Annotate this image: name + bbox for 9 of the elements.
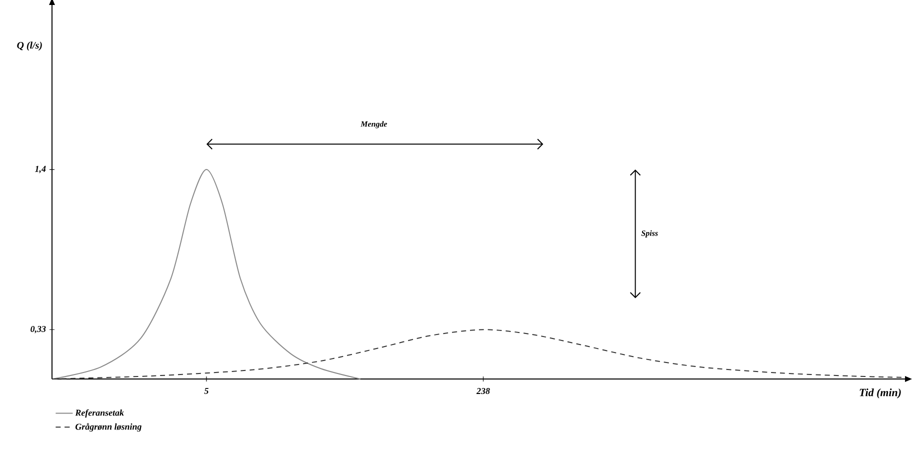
y-tick-label: 0,33 — [30, 326, 46, 334]
x-tick-label: 238 — [476, 388, 490, 394]
line-series — [52, 169, 361, 380]
x-tick-label: 5 — [204, 388, 208, 394]
legend-label: Referansetak — [75, 409, 124, 418]
y-axis-title: Q (l/s) — [17, 42, 42, 51]
y-tick-label: 1,4 — [34, 166, 46, 174]
legend-label: Grågrønn løsning — [75, 423, 142, 432]
x-axis-title: Tid (min) — [860, 388, 901, 398]
